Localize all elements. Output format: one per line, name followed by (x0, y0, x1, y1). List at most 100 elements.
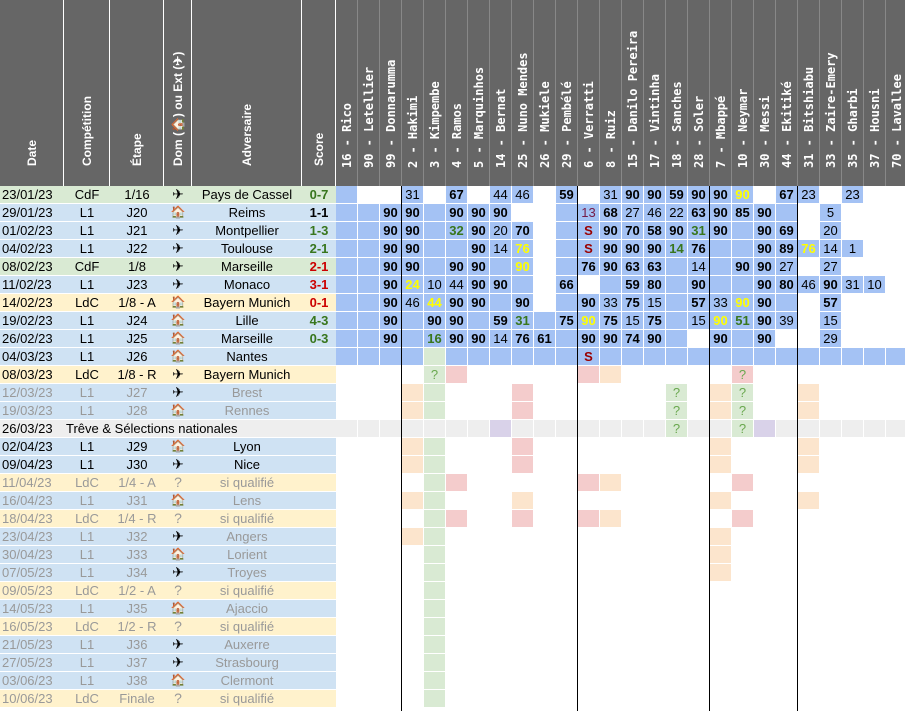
player-minutes-cell[interactable] (666, 312, 688, 329)
player-minutes-cell[interactable] (864, 204, 886, 221)
player-minutes-cell[interactable] (886, 636, 905, 653)
match-opponent[interactable]: Reims (192, 204, 302, 221)
player-minutes-cell[interactable] (446, 384, 468, 401)
player-minutes-cell[interactable]: 90 (468, 258, 490, 275)
player-minutes-cell[interactable] (336, 348, 358, 365)
player-minutes-cell[interactable] (688, 348, 710, 365)
player-minutes-cell[interactable] (842, 492, 864, 509)
player-minutes-cell[interactable] (380, 402, 402, 419)
player-minutes-cell[interactable]: 90 (754, 312, 776, 329)
player-minutes-cell[interactable] (468, 528, 490, 545)
player-minutes-cell[interactable]: 76 (688, 240, 710, 257)
player-minutes-cell[interactable]: 70 (512, 222, 534, 239)
player-minutes-cell[interactable] (842, 654, 864, 671)
player-minutes-cell[interactable] (842, 402, 864, 419)
player-minutes-cell[interactable] (578, 600, 600, 617)
player-minutes-cell[interactable] (666, 438, 688, 455)
player-minutes-cell[interactable] (402, 654, 424, 671)
player-minutes-cell[interactable] (490, 618, 512, 635)
player-minutes-cell[interactable] (842, 384, 864, 401)
player-minutes-cell[interactable] (424, 456, 446, 473)
player-minutes-cell[interactable] (468, 312, 490, 329)
player-minutes-cell[interactable] (798, 438, 820, 455)
player-minutes-cell[interactable] (556, 654, 578, 671)
player-minutes-cell[interactable] (512, 618, 534, 635)
player-minutes-cell[interactable] (864, 312, 886, 329)
player-minutes-cell[interactable] (468, 546, 490, 563)
player-minutes-cell[interactable] (776, 456, 798, 473)
player-minutes-cell[interactable] (336, 240, 358, 257)
player-minutes-cell[interactable] (402, 564, 424, 581)
match-opponent[interactable]: si qualifié (192, 618, 302, 635)
player-minutes-cell[interactable]: 75 (600, 312, 622, 329)
player-minutes-cell[interactable] (424, 186, 446, 203)
match-opponent[interactable]: Pays de Cassel (192, 186, 302, 203)
player-minutes-cell[interactable] (490, 420, 512, 437)
match-opponent[interactable]: Lorient (192, 546, 302, 563)
player-minutes-cell[interactable] (864, 258, 886, 275)
player-minutes-cell[interactable] (556, 420, 578, 437)
player-minutes-cell[interactable] (446, 528, 468, 545)
player-minutes-cell[interactable] (336, 312, 358, 329)
player-minutes-cell[interactable] (776, 546, 798, 563)
player-minutes-cell[interactable] (424, 240, 446, 257)
player-minutes-cell[interactable] (358, 582, 380, 599)
player-minutes-cell[interactable] (380, 582, 402, 599)
player-minutes-cell[interactable] (358, 222, 380, 239)
player-minutes-cell[interactable] (600, 276, 622, 293)
player-minutes-cell[interactable]: 10 (424, 276, 446, 293)
player-minutes-cell[interactable] (754, 348, 776, 365)
player-minutes-cell[interactable] (446, 510, 468, 527)
player-minutes-cell[interactable] (798, 492, 820, 509)
player-minutes-cell[interactable]: ? (666, 402, 688, 419)
player-minutes-cell[interactable]: 90 (380, 276, 402, 293)
player-header[interactable]: 37 - Housni (864, 0, 886, 186)
player-minutes-cell[interactable] (336, 456, 358, 473)
player-minutes-cell[interactable] (776, 564, 798, 581)
player-minutes-cell[interactable] (864, 582, 886, 599)
player-minutes-cell[interactable] (710, 492, 732, 509)
player-minutes-cell[interactable] (688, 456, 710, 473)
match-opponent[interactable]: Toulouse (192, 240, 302, 257)
player-minutes-cell[interactable]: 67 (446, 186, 468, 203)
player-header[interactable]: 30 - Messi (754, 0, 776, 186)
player-minutes-cell[interactable] (886, 402, 905, 419)
player-minutes-cell[interactable]: 90 (754, 294, 776, 311)
player-minutes-cell[interactable] (512, 276, 534, 293)
player-minutes-cell[interactable] (600, 438, 622, 455)
player-minutes-cell[interactable] (886, 492, 905, 509)
player-minutes-cell[interactable]: 23 (842, 186, 864, 203)
player-minutes-cell[interactable]: 15 (688, 312, 710, 329)
player-minutes-cell[interactable] (600, 564, 622, 581)
player-minutes-cell[interactable] (468, 366, 490, 383)
player-minutes-cell[interactable] (512, 510, 534, 527)
player-minutes-cell[interactable] (490, 636, 512, 653)
player-minutes-cell[interactable] (358, 600, 380, 617)
player-minutes-cell[interactable]: 46 (512, 186, 534, 203)
player-minutes-cell[interactable] (402, 528, 424, 545)
player-header[interactable]: 99 - Donnarumma (380, 0, 402, 186)
player-minutes-cell[interactable] (556, 636, 578, 653)
player-minutes-cell[interactable] (512, 492, 534, 509)
player-minutes-cell[interactable] (688, 582, 710, 599)
player-minutes-cell[interactable] (556, 258, 578, 275)
player-minutes-cell[interactable] (820, 654, 842, 671)
player-minutes-cell[interactable] (358, 672, 380, 689)
player-minutes-cell[interactable] (358, 510, 380, 527)
player-minutes-cell[interactable] (622, 402, 644, 419)
player-minutes-cell[interactable]: 67 (776, 186, 798, 203)
player-minutes-cell[interactable] (424, 384, 446, 401)
player-minutes-cell[interactable] (446, 600, 468, 617)
player-minutes-cell[interactable] (556, 546, 578, 563)
player-minutes-cell[interactable]: 90 (600, 222, 622, 239)
player-minutes-cell[interactable]: 23 (798, 186, 820, 203)
match-opponent[interactable]: Nice (192, 456, 302, 473)
player-minutes-cell[interactable] (710, 600, 732, 617)
player-minutes-cell[interactable]: 58 (644, 222, 666, 239)
player-minutes-cell[interactable] (644, 510, 666, 527)
player-minutes-cell[interactable] (468, 618, 490, 635)
player-minutes-cell[interactable] (490, 294, 512, 311)
player-minutes-cell[interactable] (600, 474, 622, 491)
player-minutes-cell[interactable] (864, 456, 886, 473)
player-minutes-cell[interactable] (842, 294, 864, 311)
